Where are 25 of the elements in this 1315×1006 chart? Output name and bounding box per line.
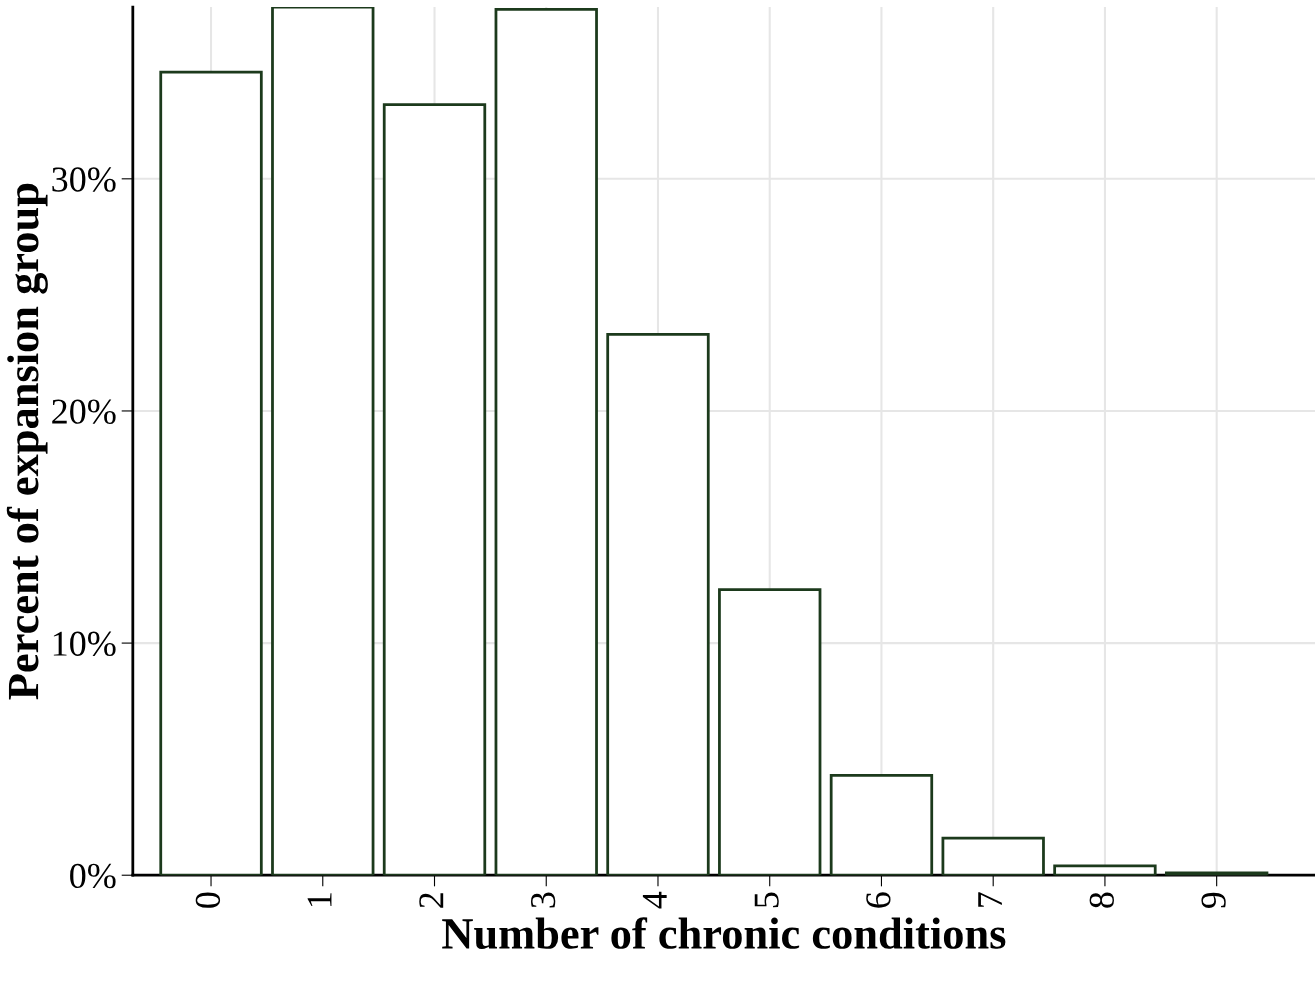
- x-tick-label: 7: [978, 892, 1002, 907]
- x-tick-label: 1: [307, 893, 332, 907]
- y-tick-label: 0%: [70, 863, 116, 889]
- bar: [382, 103, 487, 876]
- x-tick-label: 3: [531, 892, 556, 908]
- bar: [494, 7, 598, 876]
- bar: [829, 774, 934, 876]
- bar: [941, 836, 1045, 876]
- y-tick-label: 10%: [53, 631, 116, 657]
- x-tick-label: 5: [754, 892, 779, 908]
- bar: [271, 7, 375, 876]
- x-tick-label: 0: [195, 892, 221, 908]
- y-tick-label: 20%: [52, 399, 116, 424]
- y-axis-title: Percent of expansion group: [6, 183, 48, 700]
- bar: [159, 70, 263, 876]
- x-tick-label: 9: [1201, 892, 1226, 909]
- x-tick-label: 4: [642, 891, 667, 909]
- bar: [718, 588, 822, 876]
- x-tick-label: 2: [419, 893, 444, 908]
- x-tick-label: 8: [1089, 892, 1114, 908]
- bar: [606, 332, 710, 876]
- y-tick-label: 30%: [52, 167, 116, 192]
- x-tick-label: 6: [866, 892, 891, 908]
- x-axis-title: Number of chronic conditions: [442, 917, 1006, 949]
- bar: [1053, 864, 1157, 876]
